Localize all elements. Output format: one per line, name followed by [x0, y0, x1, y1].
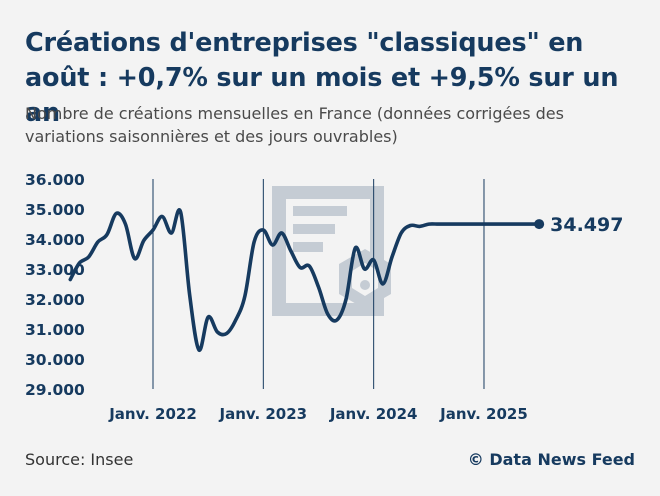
chart-subtitle: Nombre de créations mensuelles en France…: [25, 104, 564, 146]
credit-note: © Data News Feed: [467, 450, 635, 469]
x-tick-label: Janv. 2025: [439, 405, 528, 423]
y-tick-label: 30.000: [25, 351, 85, 369]
y-tick-label: 34.000: [25, 231, 85, 249]
chart-title: Créations d'entreprises "classiques" en …: [25, 28, 619, 128]
last-point-marker: [534, 219, 545, 230]
y-tick-label: 36.000: [25, 171, 85, 189]
y-tick-label: 33.000: [25, 261, 85, 279]
source-note: Source: Insee: [25, 450, 134, 469]
y-tick-label: 32.000: [25, 291, 85, 309]
last-value-label: 34.497: [550, 214, 623, 236]
y-tick-label: 31.000: [25, 321, 85, 339]
x-tick-label: Janv. 2022: [108, 405, 197, 423]
x-tick-label: Janv. 2024: [329, 405, 418, 423]
y-tick-label: 29.000: [25, 381, 85, 399]
x-tick-label: Janv. 2023: [219, 405, 308, 423]
y-tick-label: 35.000: [25, 201, 85, 219]
series-line: [68, 208, 541, 352]
x-axis-ticks: Janv. 2022 Janv. 2023 Janv. 2024 Janv. 2025: [108, 405, 528, 423]
vertical-gridlines: [152, 179, 485, 389]
y-axis-ticks: 29.000 30.000 31.000 32.000 33.000 34.000 35.0…: [25, 171, 85, 399]
